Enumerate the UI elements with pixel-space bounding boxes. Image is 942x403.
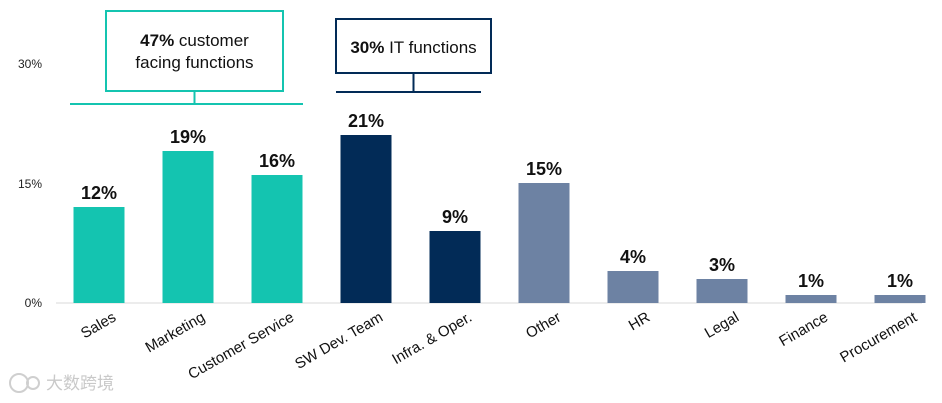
y-tick-30: 30%: [18, 57, 42, 71]
y-tick-0: 0%: [25, 296, 43, 310]
customer-annotation-box: [105, 10, 284, 92]
category-label-infra-oper: Infra. & Oper.: [389, 309, 475, 368]
bar-sales: [73, 207, 125, 303]
bar-finance: [785, 295, 837, 303]
bar-legal: [696, 279, 748, 303]
value-label-marketing: 19%: [170, 127, 206, 147]
value-label-legal: 3%: [709, 255, 735, 275]
category-label-procurement: Procurement: [837, 308, 921, 366]
value-label-procurement: 1%: [887, 271, 913, 291]
watermark: 大数跨境: [9, 373, 114, 394]
customer-annotation-line2: facing functions: [135, 53, 253, 72]
it-annotation-box: [335, 18, 492, 74]
value-label-other: 15%: [526, 159, 562, 179]
value-labels-group: 12% 19% 16% 21% 9% 15% 4% 3% 1% 1%: [81, 111, 913, 291]
it-annotation-text: 30% IT functions: [350, 38, 476, 57]
category-label-hr: HR: [626, 309, 653, 335]
it-functions-annotation: 30% IT functions: [335, 18, 492, 93]
value-label-infra-oper: 9%: [442, 207, 468, 227]
watermark-logo-icon: [9, 373, 40, 393]
bar-other: [518, 183, 570, 303]
bar-marketing: [162, 151, 214, 303]
bars-group: [73, 135, 926, 303]
customer-annotation-line1: 47% customer: [140, 31, 249, 50]
value-label-sw-dev-team: 21%: [348, 111, 384, 131]
bar-customer-service: [251, 175, 303, 303]
category-label-sw-dev-team: SW Dev. Team: [292, 309, 386, 373]
value-label-customer-service: 16%: [259, 151, 295, 171]
category-label-other: Other: [523, 309, 564, 342]
category-label-marketing: Marketing: [142, 309, 208, 357]
bar-infra-oper: [429, 231, 481, 303]
category-label-finance: Finance: [776, 309, 831, 350]
value-label-finance: 1%: [798, 271, 824, 291]
bar-procurement: [874, 295, 926, 303]
category-label-sales: Sales: [78, 309, 119, 342]
value-label-sales: 12%: [81, 183, 117, 203]
customer-functions-annotation: 47% customer facing functions: [70, 10, 303, 105]
y-tick-15: 15%: [18, 177, 42, 191]
category-label-legal: Legal: [702, 309, 742, 342]
value-label-hr: 4%: [620, 247, 646, 267]
bar-sw-dev-team: [340, 135, 392, 303]
watermark-text: 大数跨境: [46, 374, 114, 394]
bar-hr: [607, 271, 659, 303]
